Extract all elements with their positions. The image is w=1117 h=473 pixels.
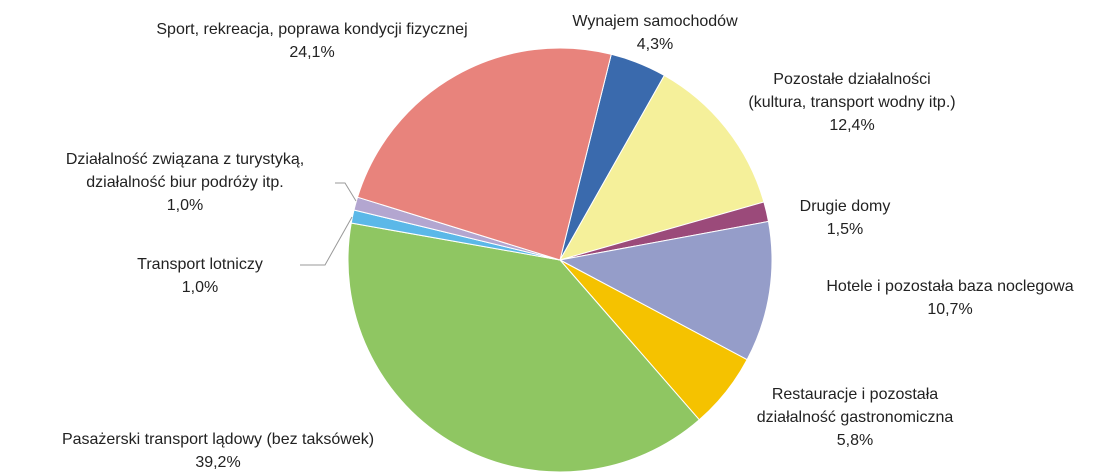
- slice-label: działalność biur podróży itp.: [86, 174, 283, 191]
- value-label: 10,7%: [927, 301, 972, 318]
- value-label: 39,2%: [195, 454, 240, 471]
- leader-line: [300, 216, 353, 266]
- value-label: 5,8%: [837, 432, 873, 449]
- slice-label: Działalność związana z turystyką,: [66, 151, 304, 168]
- slice-label: Hotele i pozostała baza noclegowa: [826, 278, 1073, 295]
- pie-slice: [347, 222, 701, 473]
- value-label: 1,5%: [827, 221, 863, 238]
- slice-label: Restauracje i pozostała: [772, 386, 938, 403]
- slice-label: Pozostałe działalności: [773, 71, 930, 88]
- value-label: 24,1%: [289, 44, 334, 61]
- value-label: 4,3%: [637, 36, 673, 53]
- value-label: 1,0%: [182, 279, 218, 296]
- slice-label: Sport, rekreacja, poprawa kondycji fizyc…: [156, 21, 467, 38]
- slice-label: Pasażerski transport lądowy (bez taksówe…: [62, 431, 374, 448]
- pie-slice: [558, 74, 765, 261]
- slice-label: (kultura, transport wodny itp.): [748, 94, 955, 111]
- leader-line: [335, 182, 357, 202]
- slice-label: Wynajem samochodów: [572, 13, 738, 30]
- slice-label: Transport lotniczy: [137, 256, 263, 273]
- pie-slice: [356, 47, 612, 261]
- slice-label: Drugie domy: [800, 198, 891, 215]
- value-label: 1,0%: [167, 197, 203, 214]
- pie-slice: [558, 220, 773, 361]
- value-label: 12,4%: [829, 117, 874, 134]
- slice-label: działalność gastronomiczna: [757, 409, 954, 426]
